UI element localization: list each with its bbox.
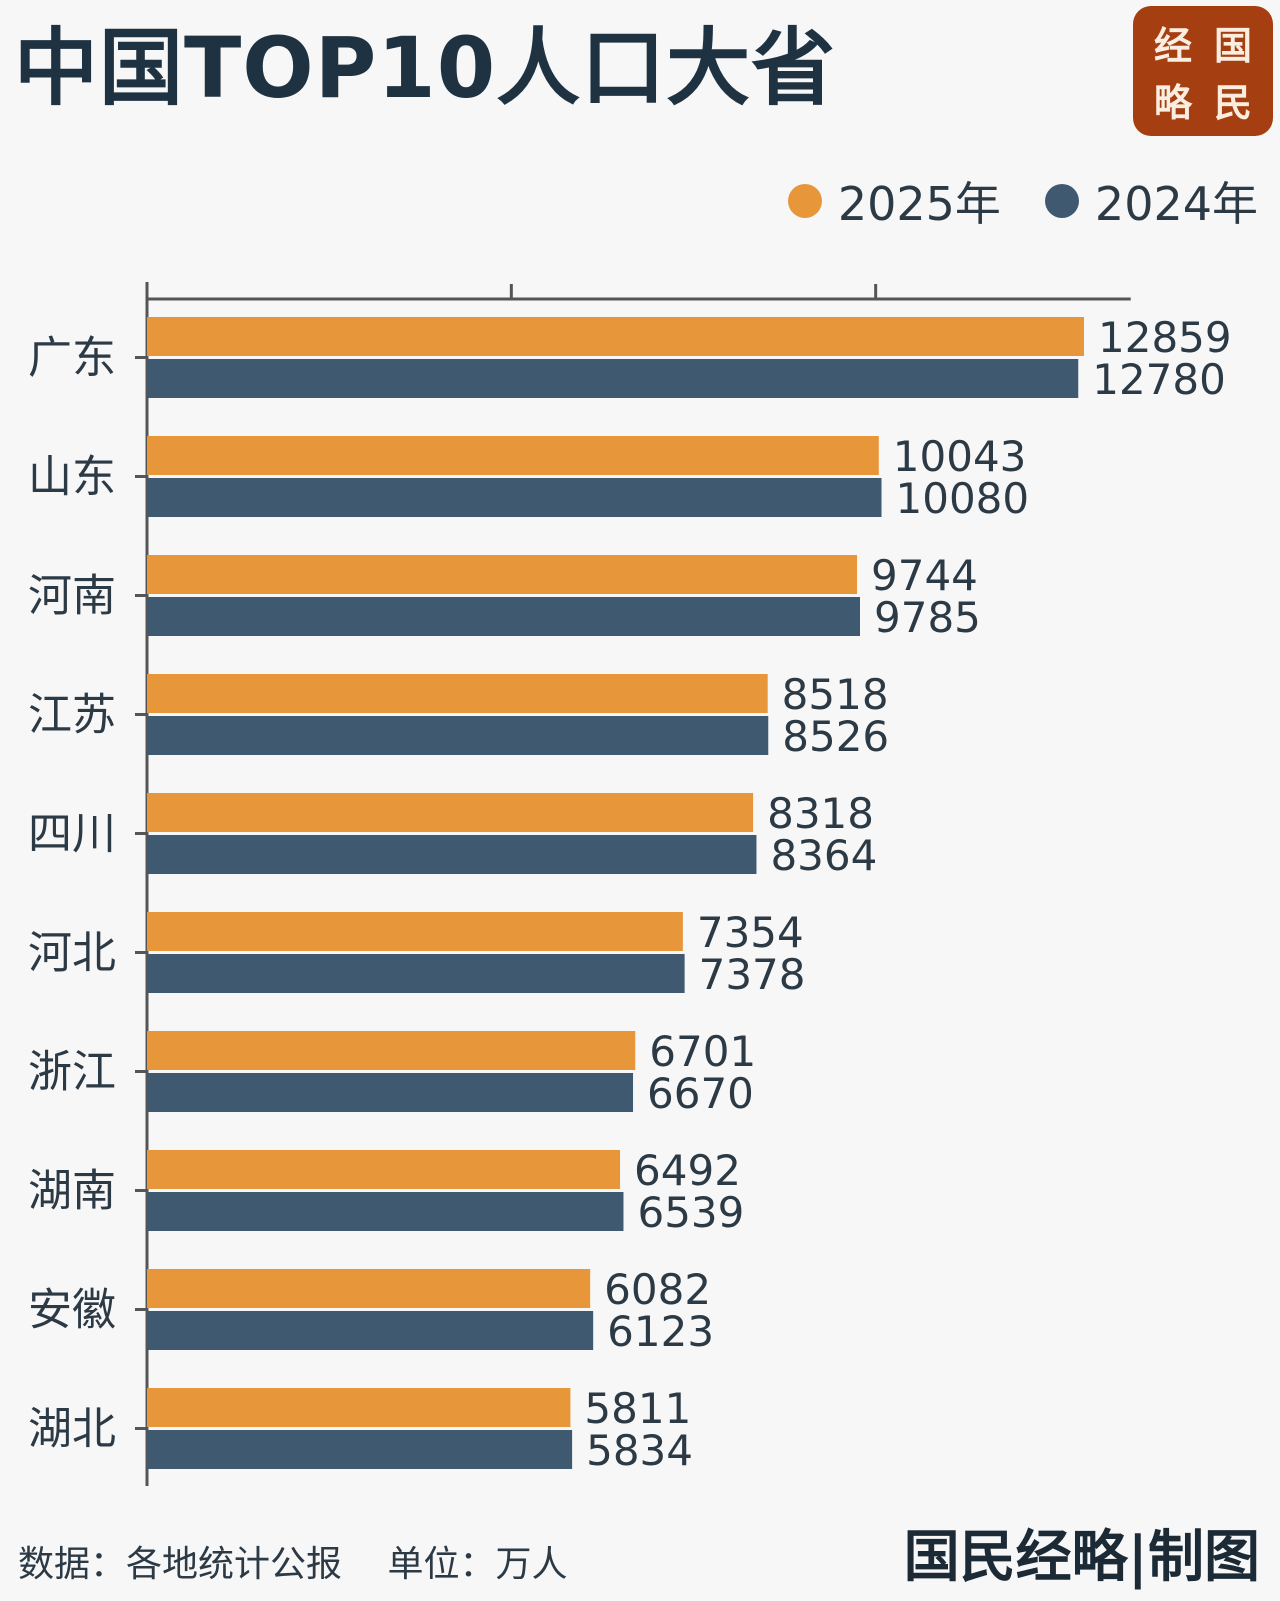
category-label: 湖北: [28, 1404, 116, 1455]
data-label: 6492: [634, 1146, 741, 1195]
logo-char: 国: [1213, 23, 1252, 68]
bar-2024: [147, 1192, 624, 1231]
bar-2024: [147, 478, 882, 517]
data-label: 10043: [893, 432, 1027, 481]
legend-item-2024: 2024年: [1044, 168, 1258, 234]
bar-2025: [147, 1031, 636, 1070]
data-label: 6539: [637, 1188, 744, 1237]
category-label: 广东: [28, 333, 116, 384]
source-text: 数据：各地统计公报: [18, 1544, 343, 1585]
bar-2025: [147, 436, 879, 475]
data-label: 5834: [586, 1426, 693, 1475]
logo: 经 国 略 民: [1133, 6, 1273, 136]
data-label: 12780: [1092, 355, 1226, 404]
data-label: 6701: [649, 1027, 756, 1076]
bar-2025: [147, 1150, 621, 1189]
bar-2025: [147, 674, 768, 713]
legend-item-2025: 2025年: [787, 168, 1001, 234]
data-label: 6123: [607, 1307, 714, 1356]
bar-2024: [147, 597, 861, 636]
category-label: 四川: [28, 809, 116, 860]
bar-2024: [147, 359, 1079, 398]
data-label: 7378: [699, 950, 806, 999]
legend-dot-icon: [1044, 184, 1079, 218]
data-label: 10080: [896, 474, 1030, 523]
bar-2024: [147, 1430, 573, 1469]
logo-char: 略: [1153, 80, 1192, 125]
bar-2025: [147, 912, 683, 951]
legend-dot-icon: [787, 184, 822, 218]
data-label: 7354: [697, 908, 804, 957]
bar-2025: [147, 317, 1084, 356]
legend: 2025年 2024年: [787, 168, 1258, 234]
category-label: 山东: [28, 452, 116, 503]
bar-2024: [147, 716, 769, 755]
category-label: 安徽: [28, 1285, 116, 1336]
bar-2025: [147, 1269, 591, 1308]
data-label: 12859: [1098, 313, 1232, 362]
data-label: 9785: [874, 593, 981, 642]
bar-2025: [147, 555, 858, 594]
category-label: 湖南: [28, 1166, 116, 1217]
data-label: 5811: [584, 1384, 691, 1433]
legend-label: 2024年: [1094, 177, 1258, 231]
page-title: 中国TOP10人口大省: [14, 19, 837, 117]
data-label: 6670: [647, 1069, 754, 1118]
unit-text: 单位：万人: [387, 1544, 568, 1585]
bar-2024: [147, 954, 685, 993]
category-label: 河北: [28, 928, 116, 979]
category-label: 江苏: [28, 690, 116, 741]
data-label: 8364: [770, 831, 877, 880]
footer-source: 数据：各地统计公报 单位：万人: [18, 1535, 601, 1587]
category-label: 河南: [28, 571, 116, 622]
legend-label: 2025年: [837, 177, 1001, 231]
bar-2025: [147, 1388, 571, 1427]
data-label: 6082: [604, 1265, 711, 1314]
bar-2024: [147, 835, 757, 874]
data-label: 8526: [782, 712, 889, 761]
bar-2024: [147, 1073, 634, 1112]
data-label: 8318: [767, 789, 874, 838]
logo-char: 民: [1213, 80, 1252, 125]
data-label: 8518: [782, 670, 889, 719]
bar-2025: [147, 793, 754, 832]
category-label: 浙江: [28, 1047, 116, 1098]
logo-char: 经: [1153, 23, 1192, 68]
footer-credit: 国民经略|制图: [903, 1524, 1260, 1590]
bar-2024: [147, 1311, 594, 1350]
data-label: 9744: [871, 551, 978, 600]
